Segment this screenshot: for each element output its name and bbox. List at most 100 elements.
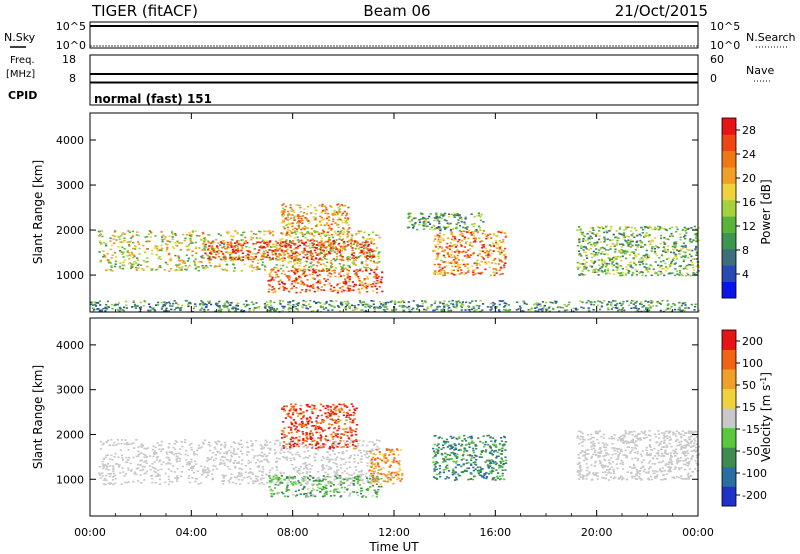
echo-cell <box>372 239 375 241</box>
echo-cell <box>228 231 231 233</box>
echo-cell <box>500 300 503 302</box>
echo-cell <box>601 262 604 265</box>
echo-cell <box>362 301 365 303</box>
echo-cell <box>236 245 239 248</box>
echo-cell <box>261 474 264 477</box>
echo-cell <box>343 300 346 303</box>
echo-cell <box>285 251 289 254</box>
echo-cell <box>450 309 453 312</box>
echo-cell <box>612 273 615 276</box>
echo-cell <box>220 258 223 261</box>
echo-cell <box>99 259 103 262</box>
echo-cell <box>348 474 351 476</box>
echo-cell <box>293 260 296 263</box>
echo-cell <box>630 240 633 243</box>
echo-cell <box>109 237 112 240</box>
echo-cell <box>279 249 282 252</box>
echo-cell <box>607 263 611 265</box>
echo-cell <box>338 209 341 211</box>
echo-cell <box>516 301 519 303</box>
echo-cell <box>237 442 240 445</box>
echo-cell <box>305 409 308 412</box>
echo-cell <box>344 204 347 207</box>
echo-cell <box>232 251 235 253</box>
echo-cell <box>291 300 295 302</box>
echo-cell <box>356 446 359 448</box>
echo-cell <box>283 257 286 260</box>
echo-cell <box>347 284 350 287</box>
echo-cell <box>674 244 677 247</box>
echo-cell <box>213 266 216 268</box>
echo-cell <box>662 250 665 252</box>
echo-cell <box>357 442 360 445</box>
echo-cell <box>155 253 158 256</box>
echo-cell <box>305 437 308 439</box>
echo-cell <box>440 246 444 249</box>
echo-cell <box>551 307 555 310</box>
echo-cell <box>231 239 234 241</box>
echo-cell <box>203 308 206 311</box>
echo-cell <box>275 461 278 463</box>
echo-cell <box>492 304 495 307</box>
echo-cell <box>100 233 103 235</box>
echo-cell <box>303 225 307 228</box>
echo-cell <box>438 222 441 225</box>
echo-cell <box>443 273 446 275</box>
echo-cell <box>175 307 178 309</box>
echo-cell <box>434 246 438 248</box>
echo-cell <box>287 252 290 255</box>
cpid-text: normal (fast) 151 <box>94 92 212 106</box>
echo-cell <box>581 231 584 234</box>
echo-cell <box>304 241 308 244</box>
echo-cell <box>194 303 197 305</box>
echo-cell <box>243 241 246 243</box>
echo-cell <box>306 260 309 263</box>
echo-cell <box>649 264 652 266</box>
echo-cell <box>464 272 467 274</box>
echo-cell <box>295 308 298 310</box>
echo-cell <box>408 226 411 229</box>
echo-cell <box>350 431 353 434</box>
echo-cell <box>312 270 315 272</box>
echo-cell <box>293 231 296 234</box>
echo-cell <box>283 287 286 289</box>
echo-cell <box>605 272 608 275</box>
echo-cell <box>426 307 429 310</box>
echo-cell <box>328 303 331 306</box>
echo-cell <box>485 263 488 265</box>
echo-cell <box>158 444 161 447</box>
echo-cell <box>298 244 302 247</box>
echo-cell <box>157 469 160 472</box>
echo-cell <box>141 267 144 270</box>
echo-cell <box>202 267 205 269</box>
echo-cell <box>321 419 324 421</box>
echo-cell <box>678 306 681 309</box>
echo-cell <box>592 253 595 255</box>
echo-cell <box>597 274 600 276</box>
echo-cell <box>285 224 288 227</box>
echo-cell <box>131 306 134 308</box>
echo-cell <box>383 306 386 308</box>
echo-cell <box>351 234 354 237</box>
echo-cell <box>479 264 482 266</box>
echo-cell <box>309 430 312 432</box>
echo-cell <box>259 461 262 463</box>
echo-cell <box>90 303 93 305</box>
echo-cell <box>219 234 222 237</box>
echo-cell <box>156 245 159 248</box>
echo-cell <box>194 267 197 270</box>
echo-cell <box>359 473 362 476</box>
echo-cell <box>328 237 331 239</box>
echo-cell <box>262 468 265 471</box>
echo-cell <box>645 249 648 252</box>
echo-cell <box>680 256 683 259</box>
echo-cell <box>598 235 601 237</box>
echo-cell <box>166 248 169 250</box>
echo-cell <box>126 255 129 257</box>
echo-cell <box>291 214 294 216</box>
echo-cell <box>592 229 595 231</box>
echo-cell <box>502 250 505 252</box>
echo-cell <box>657 228 661 231</box>
echo-cell <box>100 242 103 245</box>
echo-cell <box>453 214 457 216</box>
